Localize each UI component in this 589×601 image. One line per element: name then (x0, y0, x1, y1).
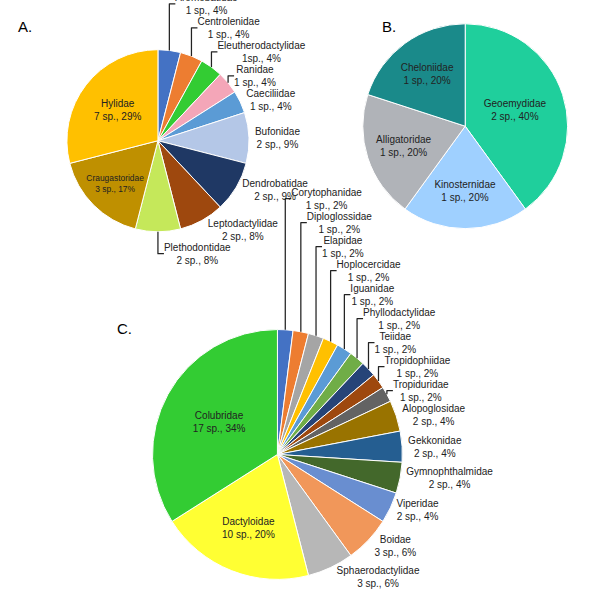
svg-text:Centrolenidae1 sp., 4%: Centrolenidae1 sp., 4% (197, 16, 260, 40)
svg-text:Dactyloidae10 sp., 20%: Dactyloidae10 sp., 20% (222, 516, 275, 540)
svg-text:Aromobatidae1 sp., 4%: Aromobatidae1 sp., 4% (175, 0, 238, 16)
svg-text:Dendrobatidae2 sp., 9%: Dendrobatidae2 sp., 9% (242, 178, 308, 202)
svg-text:Caeciliidae1 sp., 4%: Caeciliidae1 sp., 4% (246, 88, 295, 112)
svg-text:Plethodontidae2 sp., 8%: Plethodontidae2 sp., 8% (164, 242, 231, 266)
svg-text:Kinosternidae1 sp., 20%: Kinosternidae1 sp., 20% (434, 179, 496, 203)
svg-text:B.: B. (382, 18, 396, 35)
svg-text:Gymnophthalmidae2 sp., 4%: Gymnophthalmidae2 sp., 4% (406, 466, 493, 490)
svg-text:Colubridae17 sp., 34%: Colubridae17 sp., 34% (193, 410, 246, 434)
svg-text:Teiidae1 sp., 2%: Teiidae1 sp., 2% (374, 331, 416, 355)
svg-text:Ranidae1 sp., 4%: Ranidae1 sp., 4% (234, 64, 276, 88)
svg-text:Sphaerodactylidae3 sp., 6%: Sphaerodactylidae3 sp., 6% (337, 565, 420, 589)
svg-text:Boidae3 sp., 6%: Boidae3 sp., 6% (374, 534, 416, 558)
svg-text:Hylidae7 sp., 29%: Hylidae7 sp., 29% (94, 98, 141, 122)
svg-text:Diploglossidae1 sp., 2%: Diploglossidae1 sp., 2% (307, 211, 372, 235)
svg-text:Tropiduridae1 sp., 2%: Tropiduridae1 sp., 2% (393, 379, 449, 403)
svg-text:Viperidae2 sp., 4%: Viperidae2 sp., 4% (396, 498, 439, 522)
svg-text:Leptodactylidae2 sp., 8%: Leptodactylidae2 sp., 8% (208, 218, 278, 242)
svg-text:Phyllodactylidae1 sp., 2%: Phyllodactylidae1 sp., 2% (363, 307, 436, 331)
svg-text:Geoemydidae2 sp., 40%: Geoemydidae2 sp., 40% (484, 98, 547, 122)
svg-text:A.: A. (18, 18, 32, 35)
svg-text:Alligatoridae1 sp., 20%: Alligatoridae1 sp., 20% (376, 134, 431, 158)
svg-text:Corytophanidae1 sp., 2%: Corytophanidae1 sp., 2% (291, 187, 362, 211)
svg-text:Iguanidae1 sp., 2%: Iguanidae1 sp., 2% (350, 283, 394, 307)
svg-text:Elapidae1 sp., 2%: Elapidae1 sp., 2% (322, 235, 364, 259)
svg-text:Alopoglosidae2 sp., 4%: Alopoglosidae2 sp., 4% (402, 403, 465, 427)
svg-text:Bufonidae2 sp., 9%: Bufonidae2 sp., 9% (255, 126, 300, 150)
svg-text:Gekkonidae2 sp., 4%: Gekkonidae2 sp., 4% (408, 435, 462, 459)
svg-text:Hoplocercidae1 sp., 2%: Hoplocercidae1 sp., 2% (337, 259, 401, 283)
svg-text:C.: C. (117, 320, 132, 337)
svg-text:Cheloniidae1 sp., 20%: Cheloniidae1 sp., 20% (401, 62, 454, 86)
svg-text:Tropidophiidae1 sp., 2%: Tropidophiidae1 sp., 2% (384, 355, 450, 379)
svg-text:Craugastoridae3 sp., 17%: Craugastoridae3 sp., 17% (86, 173, 144, 194)
svg-text:Eleutherodactylidae1sp., 4%: Eleutherodactylidae1sp., 4% (217, 40, 305, 64)
